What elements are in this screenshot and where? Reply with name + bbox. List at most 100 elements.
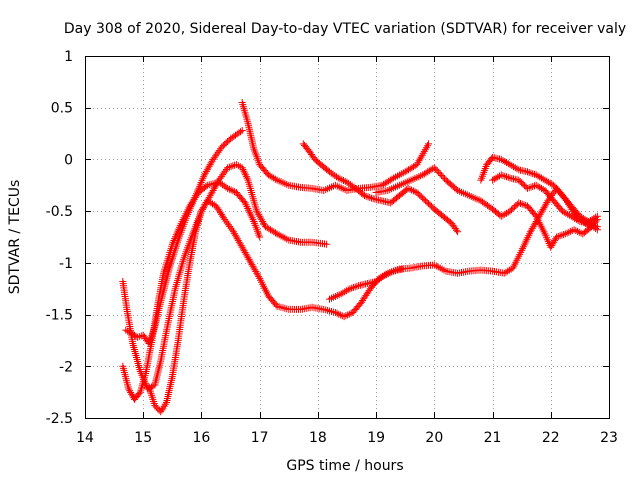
data-point xyxy=(527,169,535,177)
series-track-7 xyxy=(372,164,601,251)
data-point xyxy=(246,208,253,216)
data-point xyxy=(224,164,232,172)
series-track-3 xyxy=(119,178,264,403)
x-axis-label: GPS time / hours xyxy=(286,458,403,474)
data-point xyxy=(408,186,416,194)
series-track-9 xyxy=(489,171,601,234)
data-point xyxy=(272,229,279,237)
data-point xyxy=(593,212,601,220)
data-point xyxy=(524,184,531,192)
y-axis-label: SDTVAR / TECUs xyxy=(7,180,23,295)
data-point xyxy=(196,180,204,188)
data-point xyxy=(515,199,523,207)
data-point xyxy=(224,184,232,192)
data-point xyxy=(248,214,256,222)
data-point xyxy=(335,310,343,318)
data-point xyxy=(518,200,526,208)
data-point xyxy=(420,147,428,155)
data-point xyxy=(340,313,348,321)
data-point xyxy=(409,187,417,195)
data-point xyxy=(567,227,575,235)
data-point xyxy=(331,309,339,316)
grid xyxy=(85,56,609,418)
data-point xyxy=(219,171,227,179)
data-point xyxy=(513,165,521,173)
data-point xyxy=(334,174,342,182)
data-point xyxy=(556,232,564,240)
data-point xyxy=(565,228,573,236)
data-point xyxy=(499,172,507,180)
data-point xyxy=(388,175,396,183)
x-tick-label: 21 xyxy=(484,430,502,446)
data-point xyxy=(425,140,432,148)
data-point xyxy=(560,231,568,238)
data-point xyxy=(430,164,438,172)
data-point xyxy=(525,169,533,176)
data-point xyxy=(553,233,561,241)
data-point xyxy=(345,310,353,318)
y-tick-label: -2 xyxy=(59,359,73,375)
y-tick-label: -1.5 xyxy=(46,308,73,324)
data-point xyxy=(344,286,352,294)
data-point xyxy=(435,168,443,176)
data-point xyxy=(524,168,531,176)
x-tick-label: 14 xyxy=(76,430,94,446)
data-point xyxy=(561,230,569,238)
plot-frame xyxy=(85,56,610,419)
data-point xyxy=(225,221,232,229)
data-point xyxy=(340,177,347,184)
data-point xyxy=(368,194,375,202)
data-point xyxy=(454,228,462,236)
data-point xyxy=(527,183,535,191)
series-track-5 xyxy=(238,99,432,194)
data-point xyxy=(366,194,374,201)
data-point xyxy=(229,187,237,195)
data-point xyxy=(453,226,460,234)
data-point xyxy=(436,170,444,178)
data-point xyxy=(237,128,244,136)
data-point xyxy=(226,223,234,230)
data-point xyxy=(520,201,528,209)
data-point xyxy=(361,192,368,200)
data-point xyxy=(398,265,406,273)
data-point xyxy=(239,166,247,173)
data-point xyxy=(438,172,446,179)
data-point xyxy=(524,233,532,241)
data-point xyxy=(135,390,143,398)
data-point xyxy=(415,157,423,165)
data-point xyxy=(592,225,600,232)
data-point xyxy=(346,285,354,293)
data-point xyxy=(238,164,246,172)
data-point xyxy=(570,226,578,234)
chart-title: Day 308 of 2020, Sidereal Day-to-day VTE… xyxy=(64,21,626,37)
data-point xyxy=(154,405,162,413)
data-point xyxy=(386,269,394,277)
data-point xyxy=(504,173,512,181)
data-point xyxy=(531,170,538,178)
y-tick-label: 0 xyxy=(64,152,73,168)
x-tick-label: 19 xyxy=(367,430,385,446)
data-point xyxy=(359,190,367,198)
data-point xyxy=(364,193,372,201)
x-tick-label: 20 xyxy=(425,430,443,446)
data-point xyxy=(152,403,160,411)
data-point xyxy=(362,192,370,200)
data-point xyxy=(242,171,249,179)
data-point xyxy=(158,406,166,414)
data-point xyxy=(519,243,527,251)
data-point xyxy=(517,200,524,207)
y-tick-label: -1 xyxy=(59,256,73,272)
data-point xyxy=(241,169,249,177)
data-point xyxy=(487,155,495,163)
data-point xyxy=(501,172,509,180)
data-point xyxy=(255,273,263,281)
data-point xyxy=(381,271,389,279)
data-point xyxy=(525,184,533,192)
data-point xyxy=(333,309,341,317)
x-tick-label: 23 xyxy=(600,430,618,446)
data-point xyxy=(353,282,361,290)
series-track-6 xyxy=(299,140,462,236)
series-track-4 xyxy=(145,184,601,416)
data-point xyxy=(388,268,396,276)
